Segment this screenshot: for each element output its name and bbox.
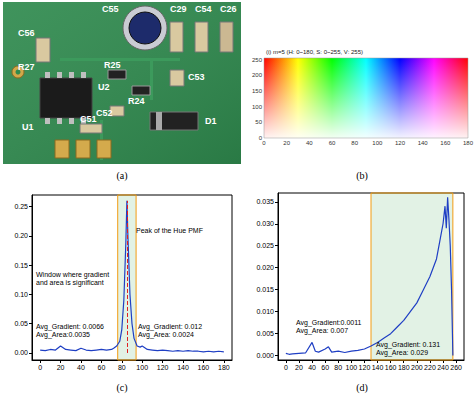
svg-text:0.15: 0.15 [14,262,28,269]
svg-text:0.035: 0.035 [256,198,274,205]
svg-text:0: 0 [38,364,42,371]
svg-text:(d): (d) [356,382,368,394]
svg-text:0.020: 0.020 [256,264,274,271]
svg-text:150: 150 [252,88,263,94]
svg-text:100: 100 [372,140,383,146]
svg-text:Peak of the Hue PMF: Peak of the Hue PMF [136,227,203,234]
svg-text:80: 80 [351,140,358,146]
svg-text:160: 160 [385,364,397,371]
svg-text:220: 220 [424,364,436,371]
svg-text:100: 100 [136,364,148,371]
svg-text:R27: R27 [18,62,35,72]
svg-text:20: 20 [57,364,65,371]
svg-text:Avg_Area: 0.0024: Avg_Area: 0.0024 [138,331,194,339]
svg-text:C55: C55 [102,4,119,14]
svg-text:80: 80 [118,364,126,371]
svg-text:120: 120 [359,364,371,371]
svg-text:Avg_Gradient: 0.131: Avg_Gradient: 0.131 [376,341,440,349]
svg-text:Avg_Gradient: 0.0066: Avg_Gradient: 0.0066 [36,323,104,331]
svg-text:(c): (c) [116,382,127,394]
svg-text:Avg_Area: 0.029: Avg_Area: 0.029 [376,349,428,357]
svg-text:C52: C52 [96,108,113,118]
svg-text:180: 180 [463,140,474,146]
svg-text:C53: C53 [188,72,205,82]
svg-text:160: 160 [440,140,451,146]
svg-text:260: 260 [450,364,462,371]
svg-text:50: 50 [255,119,262,125]
svg-text:C29: C29 [170,4,187,14]
svg-text:140: 140 [177,364,189,371]
svg-text:120: 120 [395,140,406,146]
svg-text:100: 100 [252,104,263,110]
svg-text:(i) m=5 (H: 0~180, S: 0~255, V: (i) m=5 (H: 0~180, S: 0~255, V: 255) [266,49,363,55]
svg-text:40: 40 [77,364,85,371]
svg-text:U2: U2 [98,82,110,92]
svg-text:C26: C26 [220,4,237,14]
svg-text:(b): (b) [356,170,368,182]
svg-text:R24: R24 [128,96,145,106]
svg-text:0.10: 0.10 [14,291,28,298]
svg-text:80: 80 [334,364,342,371]
svg-text:C56: C56 [18,28,35,38]
svg-text:250: 250 [252,57,263,63]
svg-text:100: 100 [346,364,358,371]
svg-text:0.20: 0.20 [14,232,28,239]
svg-text:140: 140 [372,364,384,371]
svg-text:Avg_Area:0.0035: Avg_Area:0.0035 [36,331,90,339]
svg-text:0.05: 0.05 [14,320,28,327]
svg-text:Avg_Gradient: 0.012: Avg_Gradient: 0.012 [138,323,202,331]
svg-text:40: 40 [308,364,316,371]
svg-text:0.25: 0.25 [14,203,28,210]
svg-text:0.005: 0.005 [256,330,274,337]
svg-text:200: 200 [411,364,423,371]
svg-text:120: 120 [157,364,169,371]
svg-text:0: 0 [284,364,288,371]
svg-text:C51: C51 [80,114,97,124]
svg-text:20: 20 [283,140,290,146]
svg-text:0.00: 0.00 [14,349,28,356]
svg-text:0.015: 0.015 [256,286,274,293]
svg-text:0: 0 [259,135,263,141]
svg-text:60: 60 [97,364,105,371]
svg-text:240: 240 [437,364,449,371]
svg-text:U1: U1 [22,122,34,132]
svg-text:20: 20 [295,364,303,371]
svg-text:140: 140 [418,140,429,146]
svg-text:0.025: 0.025 [256,242,274,249]
svg-text:and area is significant: and area is significant [36,279,104,287]
svg-text:C54: C54 [195,4,212,14]
svg-text:180: 180 [398,364,410,371]
svg-text:0.010: 0.010 [256,308,274,315]
svg-text:(a): (a) [116,170,127,182]
svg-text:R25: R25 [104,60,121,70]
svg-text:D1: D1 [205,116,217,126]
svg-text:Window where gradient: Window where gradient [36,271,109,279]
svg-text:60: 60 [329,140,336,146]
svg-text:0.030: 0.030 [256,220,274,227]
svg-text:60: 60 [321,364,329,371]
svg-text:Avg_Gradient:0.0011: Avg_Gradient:0.0011 [296,319,362,327]
svg-text:0: 0 [262,140,266,146]
svg-text:200: 200 [252,72,263,78]
svg-text:Avg_Area: 0.007: Avg_Area: 0.007 [296,327,348,335]
svg-text:40: 40 [306,140,313,146]
svg-text:180: 180 [218,364,230,371]
svg-text:160: 160 [198,364,210,371]
svg-text:0.000: 0.000 [256,352,274,359]
